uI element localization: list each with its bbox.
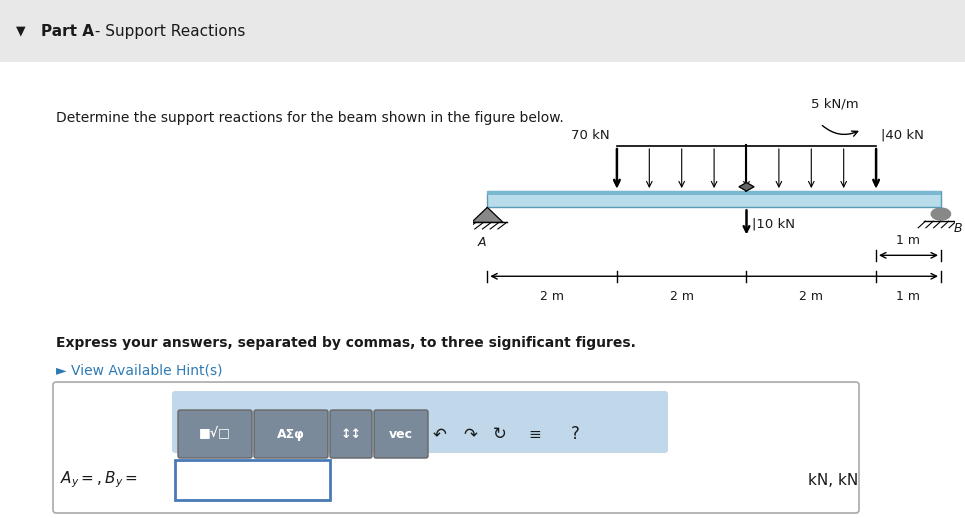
Text: ↻: ↻ — [493, 425, 507, 443]
Text: 1 m: 1 m — [896, 290, 921, 303]
Bar — [487, 191, 941, 195]
Text: Part A: Part A — [41, 24, 94, 38]
Text: $A_y =, B_y =$: $A_y =, B_y =$ — [60, 470, 138, 491]
Text: ↶: ↶ — [433, 425, 447, 443]
Text: |10 kN: |10 kN — [753, 218, 795, 231]
Text: ↷: ↷ — [463, 425, 477, 443]
Bar — [175, 460, 330, 500]
Text: |40 kN: |40 kN — [881, 128, 924, 141]
Text: 2 m: 2 m — [540, 290, 565, 303]
Text: ?: ? — [570, 425, 579, 443]
FancyBboxPatch shape — [330, 410, 372, 458]
FancyBboxPatch shape — [178, 410, 252, 458]
Text: 2 m: 2 m — [670, 290, 694, 303]
Text: ▼: ▼ — [16, 24, 26, 38]
Text: AΣφ: AΣφ — [277, 427, 305, 440]
Text: 70 kN: 70 kN — [571, 128, 610, 141]
FancyBboxPatch shape — [374, 410, 428, 458]
Text: $B$: $B$ — [952, 222, 963, 235]
Text: ↕↕: ↕↕ — [341, 427, 362, 440]
FancyBboxPatch shape — [53, 382, 859, 513]
Text: 5 kN/m: 5 kN/m — [811, 97, 859, 110]
Text: ► View Available Hint(s): ► View Available Hint(s) — [56, 363, 223, 377]
Text: $A$: $A$ — [478, 236, 487, 249]
FancyBboxPatch shape — [172, 391, 668, 453]
Text: ■√□: ■√□ — [199, 427, 231, 440]
Polygon shape — [472, 207, 503, 222]
Text: - Support Reactions: - Support Reactions — [90, 24, 245, 38]
Bar — [487, 191, 941, 207]
Text: 1 m: 1 m — [896, 234, 921, 247]
Text: Determine the support reactions for the beam shown in the figure below.: Determine the support reactions for the … — [56, 111, 564, 125]
Circle shape — [931, 208, 951, 220]
Text: Express your answers, separated by commas, to three significant figures.: Express your answers, separated by comma… — [56, 336, 636, 350]
Polygon shape — [739, 182, 754, 191]
Text: 2 m: 2 m — [799, 290, 823, 303]
Text: kN, kN: kN, kN — [808, 472, 858, 487]
Text: vec: vec — [389, 427, 413, 440]
Text: ≡: ≡ — [529, 426, 541, 441]
FancyBboxPatch shape — [254, 410, 328, 458]
